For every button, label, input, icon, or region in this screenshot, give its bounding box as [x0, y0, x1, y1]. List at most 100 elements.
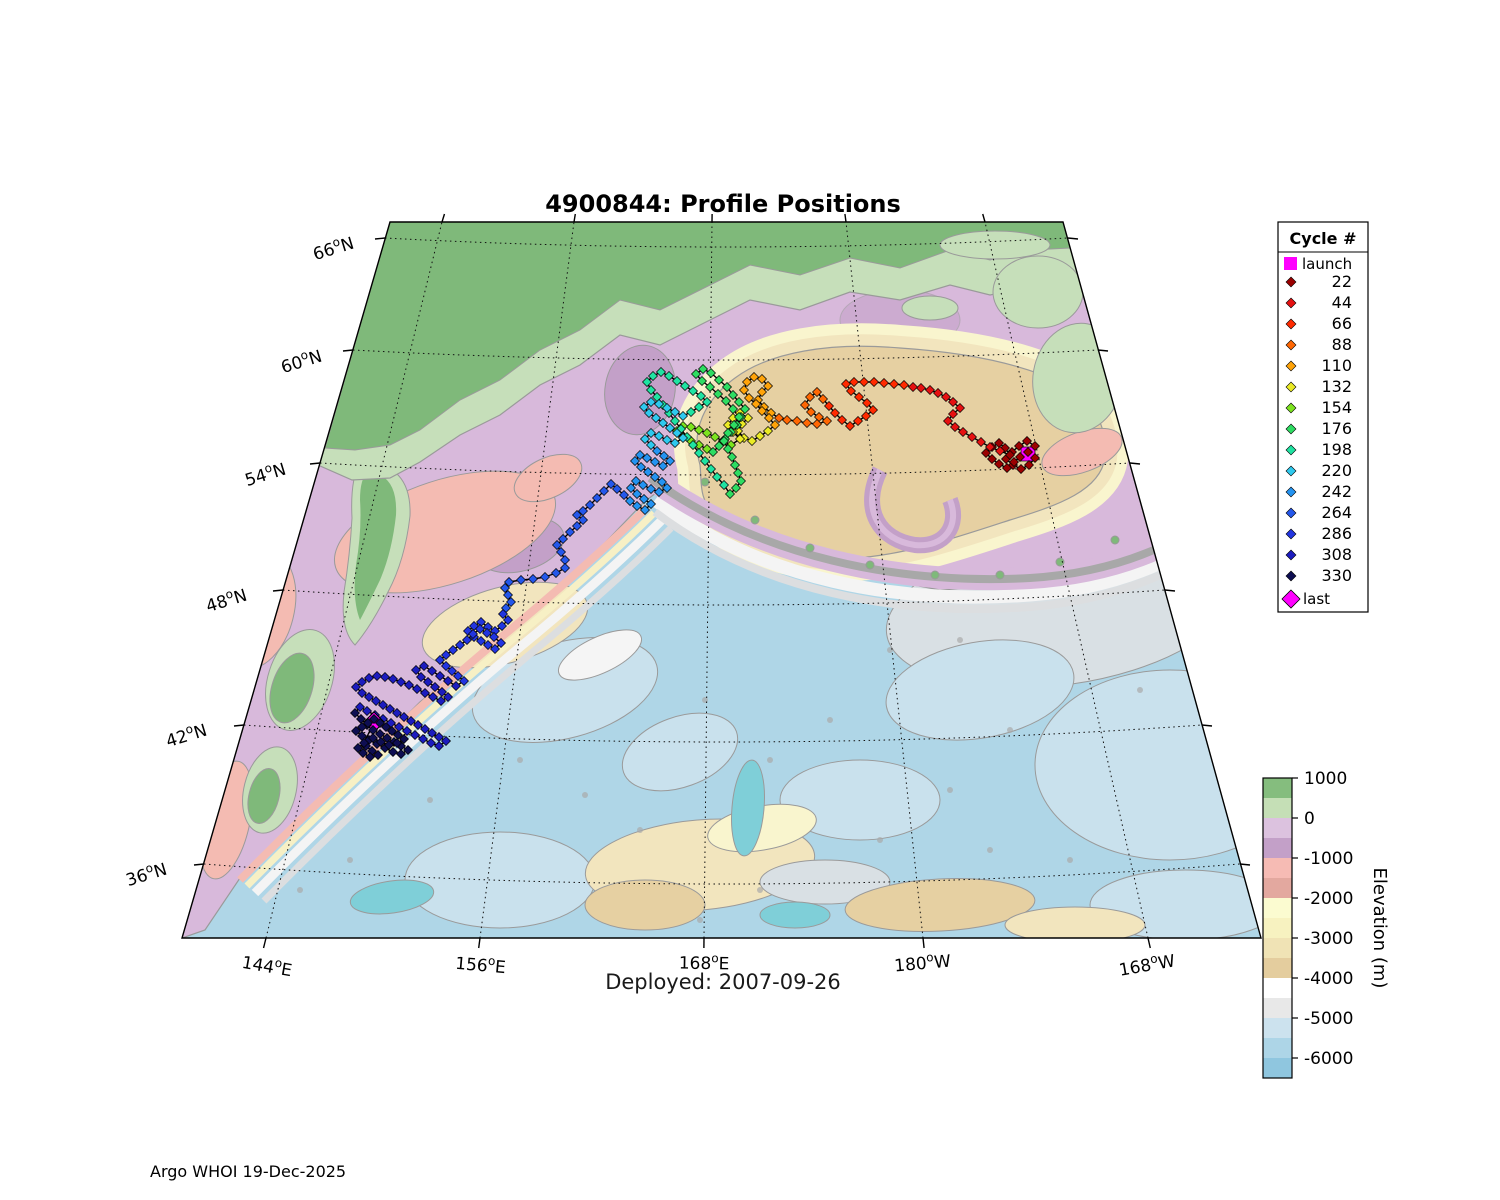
profile-marker: [402, 726, 412, 736]
profile-marker: [869, 377, 879, 387]
profile-marker: [686, 407, 696, 417]
profile-marker: [806, 407, 816, 417]
basemap: [182, 222, 1261, 938]
profile-marker: [841, 379, 851, 389]
profile-marker: [770, 420, 780, 430]
profile-marker: [948, 409, 958, 419]
profile-marker: [650, 457, 660, 467]
seamount-speckle: [297, 887, 303, 893]
legend-marker: [1285, 444, 1297, 456]
lat-tick-left: [233, 724, 245, 727]
lon-tick-top: [441, 213, 446, 223]
legend-entry-label: 22: [1332, 272, 1352, 291]
profile-marker: [375, 718, 385, 728]
profile-marker: [656, 367, 666, 377]
colorbar-tick-label: 0: [1304, 809, 1315, 829]
seafloor-region: [885, 639, 1075, 741]
legend-last-marker: [1281, 589, 1301, 609]
profile-marker: [899, 380, 909, 390]
seamount-speckle: [517, 757, 523, 763]
profile-marker: [380, 672, 390, 682]
profile-marker: [646, 397, 656, 407]
profile-marker: [426, 738, 436, 748]
legend-entry-label: 330: [1321, 566, 1352, 585]
profile-marker: [729, 420, 739, 430]
seafloor-region: [604, 344, 676, 436]
profile-marker: [722, 382, 732, 392]
legend-last-label: last: [1303, 590, 1330, 608]
profile-marker: [702, 428, 712, 438]
profile-marker: [497, 621, 507, 631]
colorbar-tick-label: -3000: [1304, 929, 1353, 949]
lat-tick-label: 60oN: [278, 344, 325, 378]
seafloor-region: [759, 859, 891, 905]
profile-marker: [933, 388, 943, 398]
lat-tick-label: 42oN: [163, 718, 210, 752]
profile-marker: [392, 708, 402, 718]
profile-marker: [678, 433, 688, 443]
profile-marker: [658, 461, 668, 471]
colorbar-band: [1263, 898, 1292, 918]
profile-marker: [406, 716, 416, 726]
aleutian-island: [865, 560, 875, 570]
profile-marker: [735, 434, 745, 444]
profile-marker: [694, 448, 704, 458]
profile-marker: [357, 688, 367, 698]
aleutian-island: [1155, 507, 1165, 517]
profile-marker: [763, 426, 773, 436]
profile-marker: [714, 441, 724, 451]
lat-tick-right: [1067, 237, 1079, 240]
parallel-gridline: [203, 863, 1241, 885]
profile-marker: [462, 635, 472, 645]
profile-marker: [552, 540, 562, 550]
seamount-speckle: [1137, 687, 1143, 693]
legend-entry-label: 66: [1332, 314, 1352, 333]
aleutian-island: [995, 570, 1005, 580]
colorbar-band: [1263, 1018, 1292, 1038]
page-title: 4900844: Profile Positions: [545, 190, 901, 218]
profile-marker: [728, 404, 738, 414]
profile-marker: [392, 738, 402, 748]
colorbar-band: [1263, 918, 1292, 938]
legend-marker: [1285, 486, 1297, 498]
legend-entry-label: 132: [1321, 377, 1352, 396]
kamchatka-core: [354, 472, 397, 620]
profile-marker: [396, 677, 406, 687]
profile-marker: [723, 428, 733, 438]
legend-marker: [1285, 549, 1297, 561]
profile-marker: [889, 379, 899, 389]
profile-marker: [736, 476, 746, 486]
seafloor-region: [992, 255, 1084, 329]
aleutian-island: [805, 543, 815, 553]
seamount-speckle: [1007, 727, 1013, 733]
seafloor-region: [621, 712, 739, 792]
profile-marker: [506, 597, 516, 607]
aleutian-island: [1110, 535, 1120, 545]
seamount-speckle: [697, 917, 703, 923]
colorbar-band: [1263, 978, 1292, 998]
profile-marker: [757, 387, 767, 397]
colorbar-tick-label: -6000: [1304, 1049, 1353, 1069]
profile-marker: [859, 377, 869, 387]
lat-tick-label: 54oN: [242, 457, 289, 491]
profile-marker: [640, 505, 650, 515]
lon-tick-top: [844, 213, 847, 223]
profile-marker: [443, 692, 453, 702]
profile-marker: [696, 391, 706, 401]
profile-marker: [560, 563, 570, 573]
legend-entry-label: 176: [1321, 419, 1352, 438]
seamount-speckle: [427, 797, 433, 803]
profile-marker: [351, 682, 361, 692]
profile-marker: [399, 712, 409, 722]
profile-marker: [739, 385, 749, 395]
lon-tick-top: [982, 213, 986, 223]
profile-marker: [987, 454, 997, 464]
parallel-gridline: [384, 237, 1069, 248]
profile-marker: [500, 583, 510, 593]
profile-marker: [654, 399, 664, 409]
profile-marker: [599, 486, 609, 496]
seamount-speckle: [347, 857, 353, 863]
profile-marker: [706, 464, 716, 474]
profile-marker: [496, 638, 506, 648]
profile-marker: [475, 624, 485, 634]
